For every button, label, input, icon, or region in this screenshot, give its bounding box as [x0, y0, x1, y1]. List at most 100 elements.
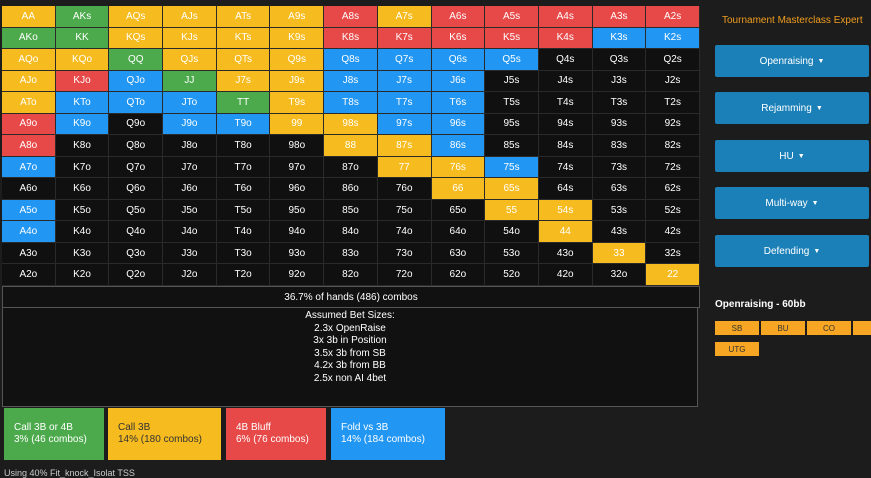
- hand-cell[interactable]: 92o: [270, 264, 325, 286]
- hand-cell[interactable]: ATs: [216, 6, 271, 28]
- hand-cell[interactable]: AKo: [2, 27, 56, 50]
- hand-cell[interactable]: 73s: [592, 156, 647, 179]
- hand-cell[interactable]: T6s: [431, 92, 486, 114]
- hand-cell[interactable]: 84o: [324, 221, 378, 243]
- hand-cell[interactable]: AJs: [163, 6, 217, 28]
- hand-cell[interactable]: T3o: [216, 242, 271, 265]
- hand-cell[interactable]: J2s: [646, 70, 700, 93]
- hand-cell[interactable]: K7s: [377, 27, 432, 50]
- hand-cell[interactable]: 87o: [324, 156, 378, 179]
- hand-cell[interactable]: 94s: [538, 113, 593, 136]
- hand-cell[interactable]: T6o: [216, 178, 271, 200]
- hand-cell[interactable]: A7o: [2, 156, 56, 179]
- hand-cell[interactable]: Q7s: [377, 49, 432, 71]
- hand-cell[interactable]: T2o: [216, 264, 271, 286]
- hand-cell[interactable]: 87s: [377, 135, 432, 157]
- hand-cell[interactable]: J5s: [485, 70, 539, 93]
- hand-cell[interactable]: J3o: [163, 242, 217, 265]
- hand-cell[interactable]: QTs: [216, 49, 271, 71]
- hand-cell[interactable]: 83o: [324, 242, 378, 265]
- hand-cell[interactable]: 54s: [538, 199, 593, 222]
- hand-cell[interactable]: 77: [377, 156, 432, 179]
- hand-cell[interactable]: 93o: [270, 242, 325, 265]
- hand-cell[interactable]: A8s: [324, 6, 378, 28]
- hand-cell[interactable]: Q8o: [109, 135, 164, 157]
- hand-cell[interactable]: A8o: [2, 135, 56, 157]
- hand-cell[interactable]: T5s: [485, 92, 539, 114]
- hand-cell[interactable]: KJo: [55, 70, 110, 93]
- hand-cell[interactable]: K7o: [55, 156, 110, 179]
- hand-cell[interactable]: 63s: [592, 178, 647, 200]
- hand-cell[interactable]: 98s: [324, 113, 378, 136]
- hand-cell[interactable]: K8s: [324, 27, 378, 50]
- hand-cell[interactable]: 93s: [592, 113, 647, 136]
- hand-cell[interactable]: 62o: [431, 264, 486, 286]
- hand-cell[interactable]: 72s: [646, 156, 700, 179]
- hand-cell[interactable]: A2o: [2, 264, 56, 286]
- hand-cell[interactable]: J6s: [431, 70, 486, 93]
- hand-cell[interactable]: A2s: [646, 6, 700, 28]
- hand-cell[interactable]: 96s: [431, 113, 486, 136]
- hand-cell[interactable]: AQo: [2, 49, 56, 71]
- hand-cell[interactable]: 76s: [431, 156, 486, 179]
- hand-cell[interactable]: K5o: [55, 199, 110, 222]
- hand-cell[interactable]: 42s: [646, 221, 700, 243]
- hand-cell[interactable]: J8s: [324, 70, 378, 93]
- hand-cell[interactable]: 85o: [324, 199, 378, 222]
- hand-cell[interactable]: K8o: [55, 135, 110, 157]
- hand-cell[interactable]: T7s: [377, 92, 432, 114]
- hand-cell[interactable]: 94o: [270, 221, 325, 243]
- hand-cell[interactable]: J7o: [163, 156, 217, 179]
- hand-cell[interactable]: 66: [431, 178, 486, 200]
- hand-cell[interactable]: KQo: [55, 49, 110, 71]
- hand-cell[interactable]: T2s: [646, 92, 700, 114]
- hand-cell[interactable]: 52s: [646, 199, 700, 222]
- hand-cell[interactable]: A7s: [377, 6, 432, 28]
- hand-cell[interactable]: J7s: [216, 70, 271, 93]
- hand-cell[interactable]: 43s: [592, 221, 647, 243]
- hand-cell[interactable]: J2o: [163, 264, 217, 286]
- hand-cell[interactable]: J8o: [163, 135, 217, 157]
- hand-cell[interactable]: 75s: [485, 156, 539, 179]
- hand-cell[interactable]: AKs: [55, 6, 110, 28]
- hand-cell[interactable]: Q2s: [646, 49, 700, 71]
- hand-cell[interactable]: 97s: [377, 113, 432, 136]
- hand-cell[interactable]: A6s: [431, 6, 486, 28]
- hand-cell[interactable]: 53s: [592, 199, 647, 222]
- hand-cell[interactable]: AQs: [109, 6, 164, 28]
- hand-cell[interactable]: KJs: [163, 27, 217, 50]
- hand-cell[interactable]: J6o: [163, 178, 217, 200]
- hand-cell[interactable]: KQs: [109, 27, 164, 50]
- hand-cell[interactable]: Q5o: [109, 199, 164, 222]
- hand-cell[interactable]: KTs: [216, 27, 271, 50]
- multi-way-button[interactable]: Multi-way ▼: [715, 187, 869, 219]
- hand-cell[interactable]: JTo: [163, 92, 217, 114]
- hand-cell[interactable]: 43o: [538, 242, 593, 265]
- hand-cell[interactable]: 62s: [646, 178, 700, 200]
- hand-cell[interactable]: T5o: [216, 199, 271, 222]
- rejamming-button[interactable]: Rejamming ▼: [715, 92, 869, 124]
- hand-cell[interactable]: QJo: [109, 70, 164, 93]
- hand-cell[interactable]: T9s: [270, 92, 325, 114]
- hand-cell[interactable]: 44: [538, 221, 593, 243]
- hand-cell[interactable]: 99: [270, 113, 325, 136]
- hand-cell[interactable]: Q3s: [592, 49, 647, 71]
- hand-cell[interactable]: K9s: [270, 27, 325, 50]
- hand-cell[interactable]: A3s: [592, 6, 647, 28]
- hand-cell[interactable]: QQ: [109, 49, 164, 71]
- hand-cell[interactable]: K6s: [431, 27, 486, 50]
- hand-cell[interactable]: 97o: [270, 156, 325, 179]
- hand-cell[interactable]: 72o: [377, 264, 432, 286]
- hand-cell[interactable]: 32s: [646, 242, 700, 265]
- hand-cell[interactable]: 64s: [538, 178, 593, 200]
- hand-cell[interactable]: JJ: [163, 70, 217, 93]
- hand-cell[interactable]: J9o: [163, 113, 217, 136]
- hand-cell[interactable]: A9o: [2, 113, 56, 136]
- hand-cell[interactable]: A9s: [270, 6, 325, 28]
- hand-cell[interactable]: Q2o: [109, 264, 164, 286]
- hand-cell[interactable]: 65o: [431, 199, 486, 222]
- hand-cell[interactable]: 53o: [485, 242, 539, 265]
- hand-cell[interactable]: 82o: [324, 264, 378, 286]
- hand-cell[interactable]: K3s: [592, 27, 647, 50]
- hand-cell[interactable]: J4o: [163, 221, 217, 243]
